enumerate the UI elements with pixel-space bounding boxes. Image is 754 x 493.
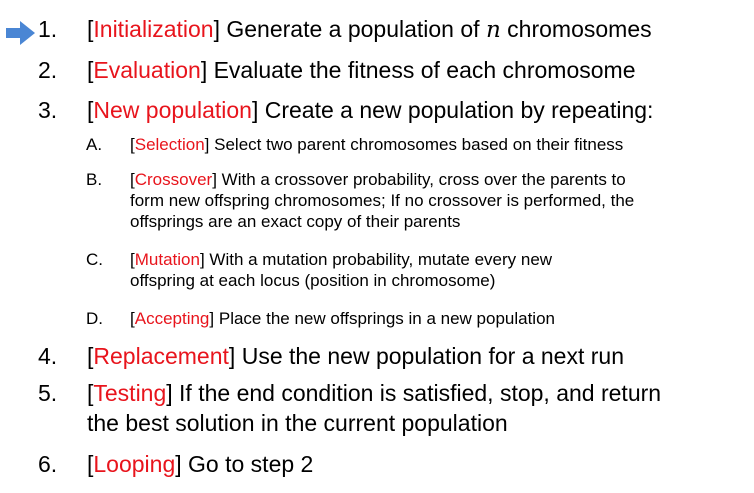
step-number: 6. (38, 451, 58, 477)
step-text: [Initialization] Generate a population o… (87, 16, 652, 43)
substep-text: [Crossover] With a crossover probability… (130, 170, 635, 231)
step-keyword: Looping (93, 451, 176, 477)
step-number: 3. (38, 97, 58, 123)
substep-text: [Selection] Select two parent chromosome… (130, 135, 624, 154)
substep-number: A. (86, 135, 103, 154)
substep-text: [Accepting] Place the new offsprings in … (130, 309, 555, 328)
math-variable: n (485, 17, 501, 43)
step-keyword: Replacement (93, 343, 229, 369)
substep-keyword: Selection (134, 135, 205, 154)
step-number: 1. (38, 16, 58, 42)
step-keyword: Testing (93, 380, 167, 406)
step-keyword: New population (93, 97, 252, 123)
step-keyword: Evaluation (93, 57, 201, 83)
substep-number: C. (86, 250, 103, 269)
step-text: [Testing] If the end condition is satisf… (87, 380, 662, 436)
substep-keyword: Accepting (134, 309, 210, 328)
right-arrow-icon (6, 21, 35, 45)
substep-text: [Mutation] With a mutation probability, … (130, 250, 553, 290)
substep-number: D. (86, 309, 103, 328)
step-number: 2. (38, 57, 58, 83)
step-text: [New population] Create a new population… (87, 97, 654, 123)
step-text: [Replacement] Use the new population for… (87, 343, 624, 369)
substep-keyword: Mutation (134, 250, 200, 269)
step-number: 5. (38, 380, 58, 406)
step-keyword: Initialization (93, 16, 214, 42)
step-text: [Looping] Go to step 2 (87, 451, 314, 477)
substep-number: B. (86, 170, 103, 189)
substep-keyword: Crossover (134, 170, 213, 189)
step-text: [Evaluation] Evaluate the fitness of eac… (87, 57, 636, 83)
step-number: 4. (38, 343, 58, 369)
